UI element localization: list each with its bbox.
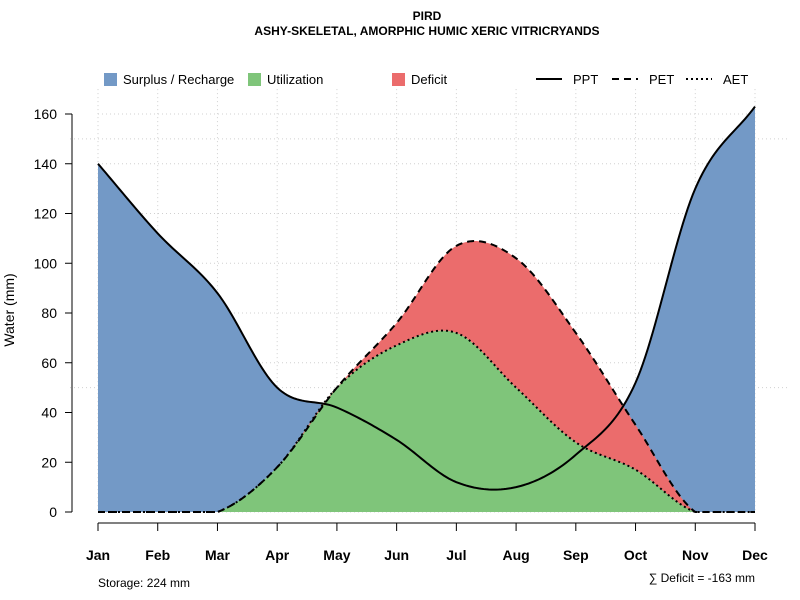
x-tick-label: Mar (205, 547, 230, 563)
aet-line (98, 329, 755, 513)
y-tick-label: 120 (34, 206, 58, 222)
x-tick-label: Aug (502, 547, 529, 563)
y-axis-label: Water (mm) (1, 273, 17, 346)
legend-label: PPT (573, 72, 598, 87)
x-tick-label: Jul (446, 547, 466, 563)
ppt-line (97, 105, 756, 491)
chart-title: PIRD (413, 9, 442, 23)
y-tick-label: 40 (41, 405, 57, 421)
legend: Surplus / Recharge Utilization Deficit PPT P… (104, 72, 748, 87)
y-tick-label: 100 (34, 255, 58, 271)
utilization-area (98, 330, 755, 512)
x-tick-label: Nov (682, 547, 709, 563)
surplus-recharge-area (98, 106, 755, 512)
legend-label: Surplus / Recharge (123, 72, 234, 87)
y-tick-label: 0 (49, 504, 57, 520)
x-tick-label: Oct (624, 547, 648, 563)
series-lines (97, 105, 756, 513)
y-tick-label: 60 (41, 355, 57, 371)
storage-note: Storage: 224 mm (98, 576, 190, 590)
legend-swatch (104, 73, 117, 86)
y-tick-label: 20 (41, 454, 57, 470)
legend-label: Deficit (411, 72, 448, 87)
x-tick-label: Jan (86, 547, 110, 563)
legend-swatch (248, 73, 261, 86)
y-tick-label: 80 (41, 305, 57, 321)
axes: 0 20 40 60 80 100 120 140 160 Jan Feb Mar Apr May Jun J… (34, 106, 768, 563)
area-fills (98, 106, 755, 513)
pet-line (98, 240, 755, 513)
y-tick-label: 160 (34, 106, 58, 122)
x-tick-label: Feb (145, 547, 170, 563)
deficit-area (98, 241, 755, 513)
chart-subtitle: ASHY-SKELETAL, AMORPHIC HUMIC XERIC VITR… (254, 24, 599, 38)
legend-swatch (392, 73, 405, 86)
y-tick-label: 140 (34, 156, 58, 172)
legend-label: PET (649, 72, 674, 87)
deficit-note: ∑ Deficit = -163 mm (649, 571, 755, 585)
legend-label: Utilization (267, 72, 323, 87)
x-tick-label: Dec (742, 547, 768, 563)
x-tick-label: May (323, 547, 350, 563)
x-tick-label: Sep (563, 547, 589, 563)
x-tick-label: Apr (265, 547, 290, 563)
legend-label: AET (723, 72, 748, 87)
x-tick-label: Jun (384, 547, 409, 563)
